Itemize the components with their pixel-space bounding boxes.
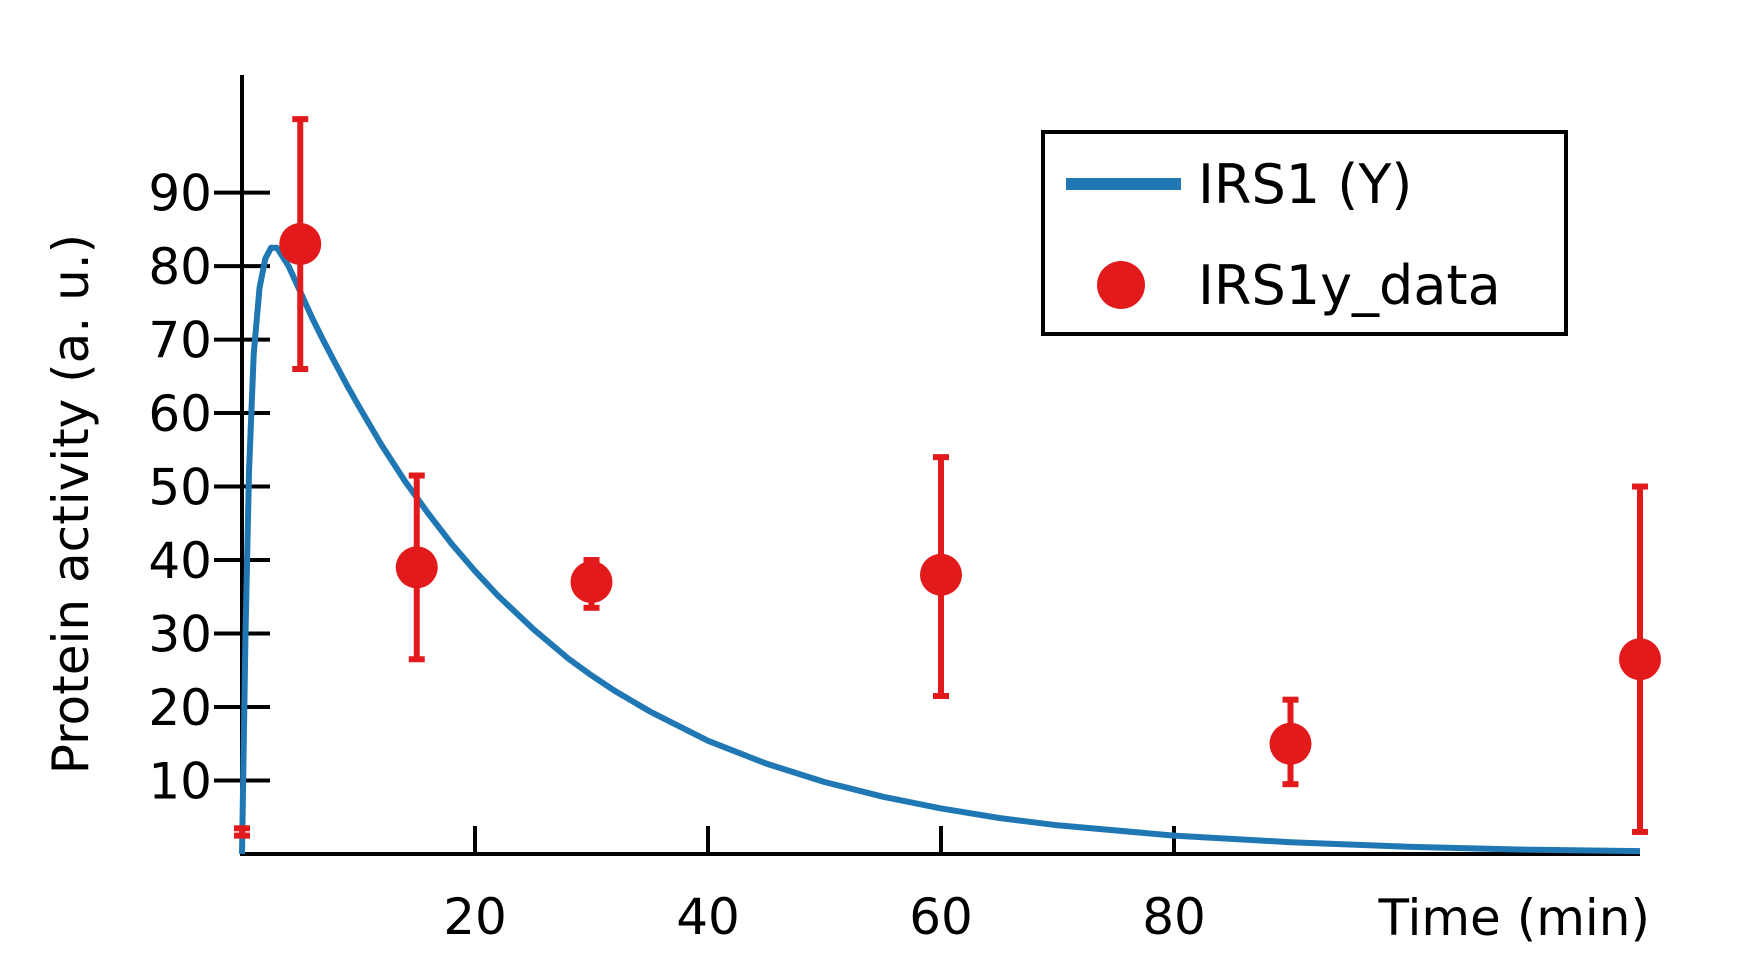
legend-marker-data [1097, 261, 1145, 309]
x-tick-label: 40 [676, 888, 740, 946]
data-point [570, 561, 613, 604]
x-tick-label: 80 [1142, 888, 1206, 946]
y-tick-label: 50 [148, 459, 212, 517]
x-tick-label: 20 [443, 888, 507, 946]
y-tick-label: 80 [148, 238, 212, 296]
y-tick-label: 90 [148, 165, 212, 223]
data-series [234, 116, 1661, 839]
y-axis-label: Protein activity (a. u.) [42, 234, 100, 774]
y-tick-label: 20 [148, 679, 212, 737]
data-point [920, 553, 962, 596]
series-line-irs1-y [239, 244, 1641, 855]
y-tick-label: 40 [148, 532, 212, 590]
y-tick-label: 70 [148, 312, 212, 370]
data-point [395, 546, 438, 589]
legend-label-model: IRS1 (Y) [1198, 153, 1412, 216]
y-tick-label: 30 [148, 606, 212, 664]
y-tick-label: 60 [148, 385, 212, 443]
data-point [1269, 722, 1312, 765]
x-ticks: 20 40 60 80 [443, 826, 1206, 946]
x-axis-label: Time (min) [1377, 889, 1650, 947]
legend-label-data: IRS1y_data [1198, 254, 1501, 317]
x-tick-label: 60 [909, 888, 973, 946]
y-ticks: 10 20 30 40 50 60 70 80 90 [148, 165, 270, 811]
legend: IRS1 (Y) IRS1y_data [1041, 130, 1568, 336]
data-point [279, 223, 322, 266]
model-series [239, 244, 1641, 855]
data-point [1619, 638, 1661, 681]
y-tick-label: 10 [148, 753, 212, 811]
